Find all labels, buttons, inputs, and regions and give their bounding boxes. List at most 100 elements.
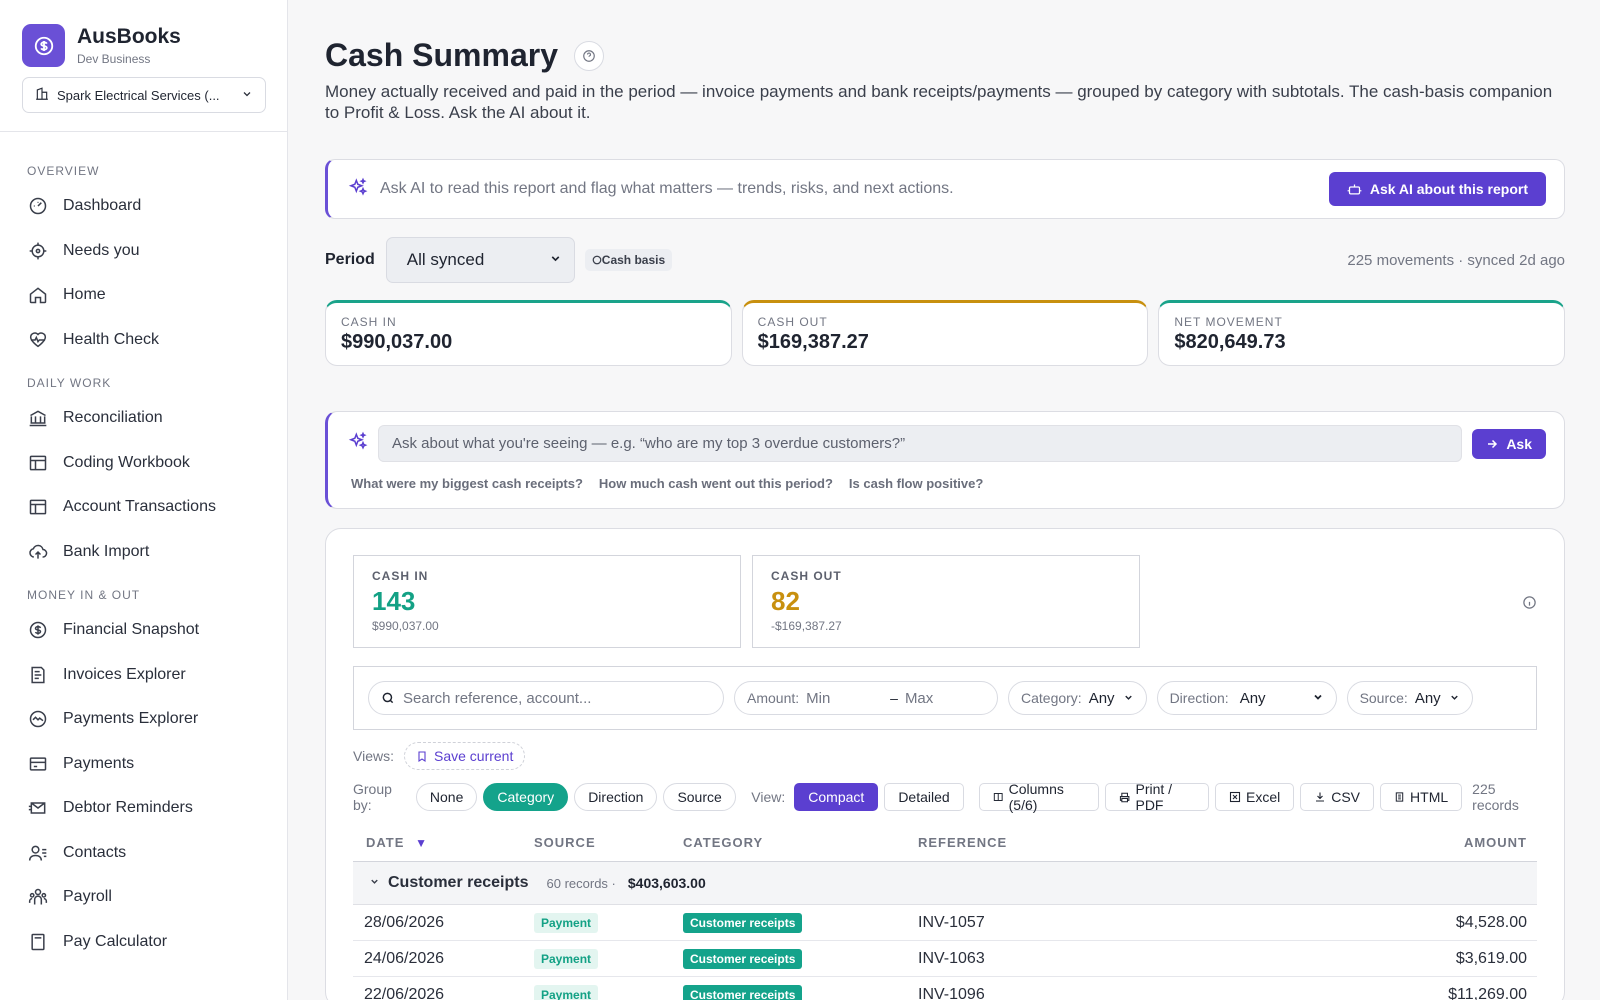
cell-amount: $4,528.00 xyxy=(1455,913,1527,931)
ask-ai-input[interactable]: Ask about what you're seeing — e.g. “who… xyxy=(378,425,1463,462)
amount-dash: – xyxy=(890,690,898,706)
help-button[interactable] xyxy=(573,40,604,71)
group-row-customer-receipts[interactable]: Customer receipts 60 records · $403,603.… xyxy=(353,862,1537,905)
receipt-icon xyxy=(28,665,48,685)
ask-suggestions: What were my biggest cash receipts? How … xyxy=(348,476,1546,491)
table-icon xyxy=(28,497,48,517)
amount-min-input[interactable]: Min xyxy=(806,689,831,707)
sidebar-item-home[interactable]: Home xyxy=(0,273,288,318)
column-header-source[interactable]: SOURCE xyxy=(534,835,596,850)
chevron-down-icon xyxy=(369,874,380,892)
source-badge: Payment xyxy=(534,948,599,969)
group-by-none[interactable]: None xyxy=(415,783,478,811)
sidebar-item-label: Debtor Reminders xyxy=(63,799,193,817)
gauge-icon xyxy=(28,196,48,216)
stat-card-cash-in[interactable]: CASH IN 143 $990,037.00 xyxy=(353,555,741,648)
sidebar-item-payments-explorer[interactable]: Payments Explorer xyxy=(0,697,288,742)
period-select[interactable]: All synced xyxy=(385,237,575,283)
contacts-icon xyxy=(28,843,48,863)
stat-count: 82 xyxy=(771,586,800,616)
column-header-reference[interactable]: REFERENCE xyxy=(918,835,1008,850)
suggestion-chip[interactable]: What were my biggest cash receipts? xyxy=(351,476,583,491)
kpi-cash-out: CASH OUT $169,387.27 xyxy=(741,300,1149,366)
cell-reference: INV-1063 xyxy=(918,949,985,967)
column-header-category[interactable]: CATEGORY xyxy=(683,835,764,850)
source-filter-value: Any xyxy=(1414,689,1441,707)
sidebar-item-financial-snapshot[interactable]: Financial Snapshot xyxy=(0,608,288,653)
sync-status: 225 movements · synced 2d ago xyxy=(1347,251,1565,269)
cell-amount: $11,269.00 xyxy=(1448,985,1527,1000)
sidebar-item-reconciliation[interactable]: Reconciliation xyxy=(0,396,288,441)
kpi-row: CASH IN $990,037.00 CASH OUT $169,387.27… xyxy=(325,300,1566,366)
cell-date: 24/06/2026 xyxy=(364,949,445,967)
sidebar-item-dashboard[interactable]: Dashboard xyxy=(0,184,288,229)
excel-export-button[interactable]: Excel xyxy=(1215,783,1295,811)
sidebar-item-pay-calculator[interactable]: Pay Calculator xyxy=(0,920,288,965)
view-compact[interactable]: Compact xyxy=(794,783,879,811)
category-filter-value: Any xyxy=(1088,689,1115,707)
stat-count: 143 xyxy=(372,586,416,616)
report-toolbar: Group by: None Category Direction Source… xyxy=(353,781,1537,813)
save-view-button[interactable]: Save current xyxy=(403,742,526,770)
column-header-date[interactable]: DATE ▼ xyxy=(353,835,534,850)
kpi-cash-in: CASH IN $990,037.00 xyxy=(325,300,732,366)
group-by-direction[interactable]: Direction xyxy=(574,783,658,811)
table-row[interactable]: 28/06/2026 Payment Customer receipts INV… xyxy=(353,905,1537,941)
download-icon xyxy=(1316,792,1325,802)
sidebar-item-payments[interactable]: Payments xyxy=(0,742,288,787)
organisation-select[interactable]: Spark Electrical Services (... xyxy=(22,77,266,113)
sidebar-item-debtor-reminders[interactable]: Debtor Reminders xyxy=(0,786,288,831)
sidebar-item-invoices-explorer[interactable]: Invoices Explorer xyxy=(0,653,288,698)
sidebar-item-payroll[interactable]: Payroll xyxy=(0,875,288,920)
report-panel: CASH IN 143 $990,037.00 CASH OUT 82 -$16… xyxy=(325,528,1565,1000)
sidebar-item-bank-import[interactable]: Bank Import xyxy=(0,530,288,575)
info-icon[interactable] xyxy=(1522,595,1537,615)
ask-button-label: Ask xyxy=(1506,435,1532,452)
suggestion-chip[interactable]: Is cash flow positive? xyxy=(848,476,984,491)
csv-export-button[interactable]: CSV xyxy=(1300,783,1375,811)
category-filter[interactable]: Category: Any xyxy=(1008,681,1147,715)
category-badge: Customer receipts xyxy=(683,912,803,933)
sidebar-item-account-transactions[interactable]: Account Transactions xyxy=(0,485,288,530)
brand[interactable]: AusBooks Dev Business xyxy=(0,0,287,67)
sidebar-item-coding-workbook[interactable]: Coding Workbook xyxy=(0,441,288,486)
group-by-source[interactable]: Source xyxy=(663,783,736,811)
view-detailed[interactable]: Detailed xyxy=(884,783,964,811)
sparkles-icon xyxy=(348,177,368,202)
stat-card-cash-out[interactable]: CASH OUT 82 -$169,387.27 xyxy=(752,555,1140,648)
main-content: Cash Summary Money actually received and… xyxy=(325,0,1566,1000)
direction-filter[interactable]: Direction: Any xyxy=(1156,681,1337,715)
robot-icon xyxy=(1347,184,1362,194)
print-pdf-button[interactable]: Print / PDF xyxy=(1105,781,1209,813)
cell-reference: INV-1096 xyxy=(918,985,985,1000)
html-export-button[interactable]: HTML xyxy=(1380,783,1463,811)
mail-send-icon xyxy=(28,798,48,818)
suggestion-chip[interactable]: How much cash went out this period? xyxy=(598,476,833,491)
group-by-category[interactable]: Category xyxy=(483,783,569,811)
search-input[interactable]: Search reference, account... xyxy=(368,681,724,715)
category-filter-label: Category: xyxy=(1021,690,1082,706)
group-total: $403,603.00 xyxy=(627,875,706,891)
columns-button[interactable]: Columns (5/6) xyxy=(979,781,1100,813)
cell-date: 28/06/2026 xyxy=(364,913,445,931)
ask-button[interactable]: Ask xyxy=(1472,428,1546,459)
amount-range-filter[interactable]: Amount: Min – Max xyxy=(734,681,998,715)
table-row[interactable]: 22/06/2026 Payment Customer receipts INV… xyxy=(353,977,1537,1000)
sparkles-icon xyxy=(348,431,368,456)
direction-filter-label: Direction: xyxy=(1169,690,1229,706)
kpi-label: CASH IN xyxy=(341,315,397,329)
sidebar-item-label: Financial Snapshot xyxy=(63,621,200,639)
cell-date: 22/06/2026 xyxy=(364,985,445,1000)
stat-label: CASH OUT xyxy=(771,569,842,583)
spreadsheet-icon xyxy=(1229,791,1241,803)
coin-icon xyxy=(592,255,602,265)
table-row[interactable]: 24/06/2026 Payment Customer receipts INV… xyxy=(353,941,1537,977)
ask-ai-report-button[interactable]: Ask AI about this report xyxy=(1328,172,1546,206)
sidebar-item-health-check[interactable]: Health Check xyxy=(0,318,288,363)
sidebar-item-label: Invoices Explorer xyxy=(63,665,186,683)
column-header-amount[interactable]: AMOUNT xyxy=(1463,835,1527,850)
sidebar-item-contacts[interactable]: Contacts xyxy=(0,831,288,876)
sidebar-item-needs-you[interactable]: Needs you xyxy=(0,229,288,274)
amount-max-input[interactable]: Max xyxy=(904,689,934,707)
source-filter[interactable]: Source: Any xyxy=(1346,681,1473,715)
